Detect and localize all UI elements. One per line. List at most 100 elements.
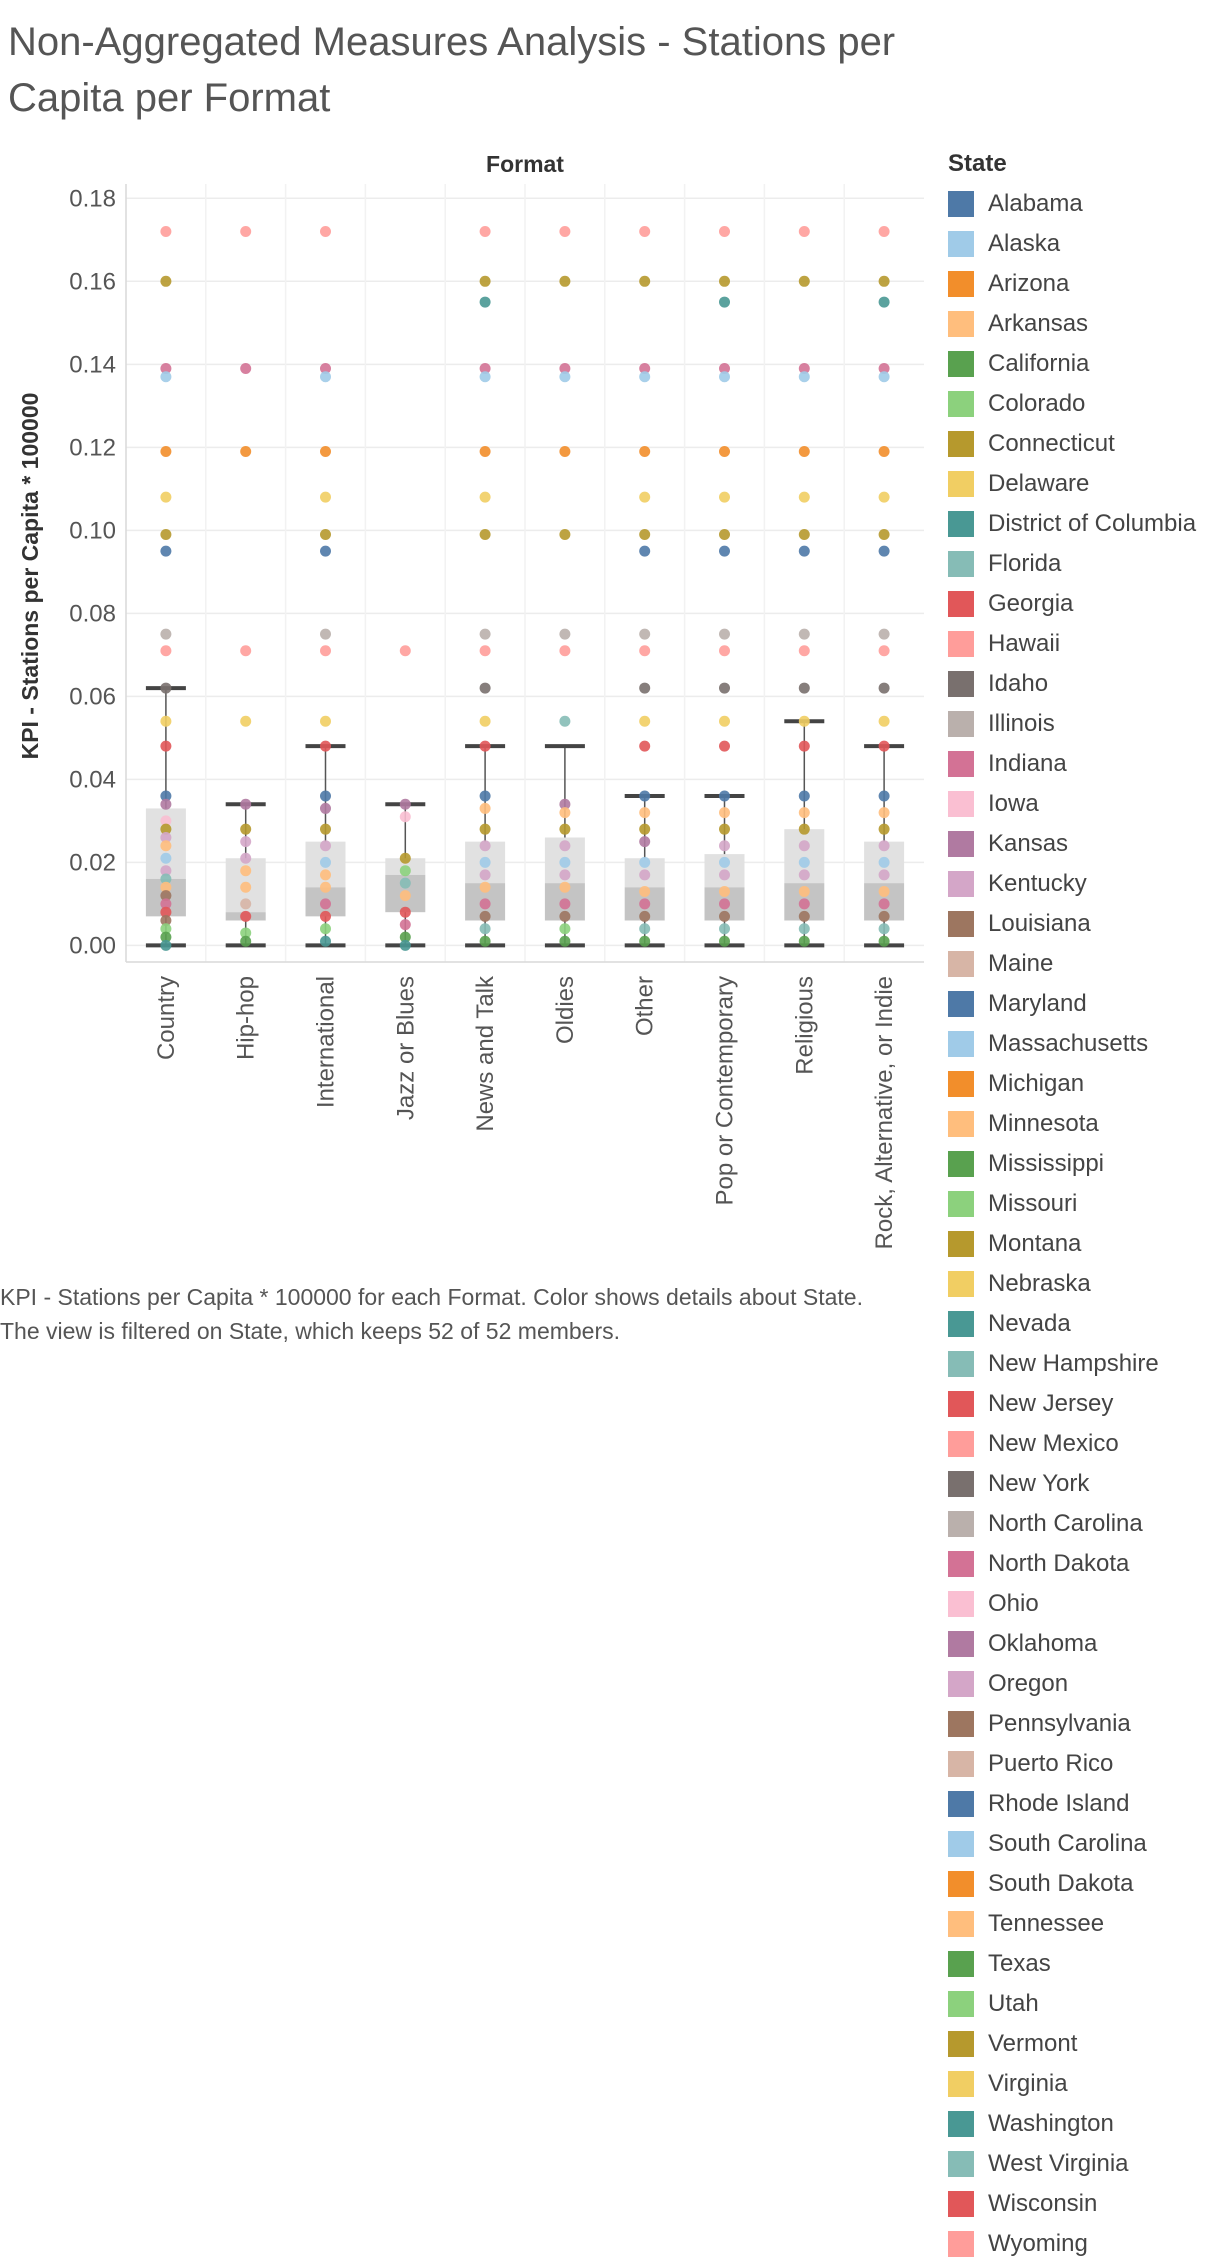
box-plot-chart: 0.00 0.02 0.04 0.06 0.08 0.10 0.12 0.14 0.16 0.18… [17,151,924,1249]
legend-item[interactable]: Colorado [948,384,1226,424]
legend-item[interactable]: District of Columbia [948,504,1226,544]
legend-item[interactable]: Washington [948,2104,1226,2144]
legend-label: North Carolina [988,1510,1143,1537]
legend-item[interactable]: Kentucky [948,864,1226,904]
data-point [878,935,890,947]
data-point [798,910,810,922]
legend-item[interactable]: Oregon [948,1664,1226,1704]
page-title: Non-Aggregated Measures Analysis - Stati… [8,20,896,120]
data-point [479,935,491,947]
legend-item[interactable]: Alabama [948,184,1226,224]
legend-item[interactable]: Georgia [948,584,1226,624]
data-point [639,885,651,897]
legend-label: Texas [988,1950,1051,1977]
legend-item[interactable]: Idaho [948,664,1226,704]
data-point [639,682,651,694]
legend-item[interactable]: Minnesota [948,1104,1226,1144]
data-point [639,807,651,819]
legend-item[interactable]: Tennessee [948,1904,1226,1944]
legend-item[interactable]: Maryland [948,984,1226,1024]
legend-item[interactable]: Illinois [948,704,1226,744]
data-point [479,371,491,383]
legend-swatch [948,671,974,697]
y-tick-label: 0.10 [69,517,116,544]
data-point [160,865,172,877]
legend-item[interactable]: North Dakota [948,1544,1226,1584]
legend-item[interactable]: South Carolina [948,1824,1226,1864]
data-point [798,823,810,835]
legend-item[interactable]: South Dakota [948,1864,1226,1904]
legend-item[interactable]: Michigan [948,1064,1226,1104]
legend-item[interactable]: New Jersey [948,1384,1226,1424]
legend-item[interactable]: Arizona [948,264,1226,304]
legend-item[interactable]: Virginia [948,2064,1226,2104]
legend-item[interactable]: Massachusetts [948,1024,1226,1064]
data-point [639,898,651,910]
data-point [719,856,730,868]
legend-item[interactable]: Nebraska [948,1264,1226,1304]
data-point [878,371,890,383]
data-point [479,226,491,238]
data-point [160,815,172,827]
data-point [878,275,890,287]
legend-swatch [948,1311,974,1337]
legend-label: Nebraska [988,1270,1091,1297]
legend-item[interactable]: Indiana [948,744,1226,784]
legend-item[interactable]: Vermont [948,2024,1226,2064]
legend-label: Pennsylvania [988,1710,1131,1737]
data-point [320,628,331,640]
data-point [798,445,810,457]
legend-item[interactable]: Texas [948,1944,1226,1984]
legend-item[interactable]: Hawaii [948,624,1226,664]
legend-item[interactable]: North Carolina [948,1504,1226,1544]
legend-item[interactable]: New Mexico [948,1424,1226,1464]
data-point [798,528,810,540]
legend-item[interactable]: Wisconsin [948,2184,1226,2224]
legend-swatch [948,911,974,937]
data-point [798,935,810,947]
data-point [399,811,411,823]
legend-item[interactable]: Florida [948,544,1226,584]
legend-item[interactable]: Alaska [948,224,1226,264]
data-point [320,898,331,910]
legend-label: District of Columbia [988,510,1197,537]
legend-item[interactable]: Maine [948,944,1226,984]
legend-item[interactable]: Ohio [948,1584,1226,1624]
data-point [240,898,252,910]
legend-item[interactable]: Kansas [948,824,1226,864]
legend-item[interactable]: Nevada [948,1304,1226,1344]
legend-item[interactable]: Louisiana [948,904,1226,944]
data-point [878,898,890,910]
data-point [320,491,331,503]
legend-item[interactable]: Iowa [948,784,1226,824]
data-point [160,906,172,918]
data-point [878,910,890,922]
legend-item[interactable]: Missouri [948,1184,1226,1224]
legend-item[interactable]: California [948,344,1226,384]
data-point [798,869,810,881]
legend-item[interactable]: New York [948,1464,1226,1504]
legend-item[interactable]: Mississippi [948,1144,1226,1184]
legend-item[interactable]: Pennsylvania [948,1704,1226,1744]
data-point [639,823,651,835]
legend-item[interactable]: Wyoming [948,2224,1226,2264]
legend-item[interactable]: Arkansas [948,304,1226,344]
legend-item[interactable]: Rhode Island [948,1784,1226,1824]
data-point [719,275,730,287]
data-point [559,371,571,383]
data-point [240,362,252,374]
legend-label: Indiana [988,750,1067,777]
x-tick-label: News and Talk [472,975,499,1132]
data-point [399,852,411,864]
legend-swatch [948,1471,974,1497]
legend-item[interactable]: Montana [948,1224,1226,1264]
legend-item[interactable]: Utah [948,1984,1226,2024]
data-point [240,836,252,848]
legend-item[interactable]: Delaware [948,464,1226,504]
legend-item[interactable]: Oklahoma [948,1624,1226,1664]
legend-item[interactable]: Puerto Rico [948,1744,1226,1784]
data-point [479,869,491,881]
legend-item[interactable]: New Hampshire [948,1344,1226,1384]
legend-item[interactable]: West Virginia [948,2144,1226,2184]
legend-item[interactable]: Connecticut [948,424,1226,464]
